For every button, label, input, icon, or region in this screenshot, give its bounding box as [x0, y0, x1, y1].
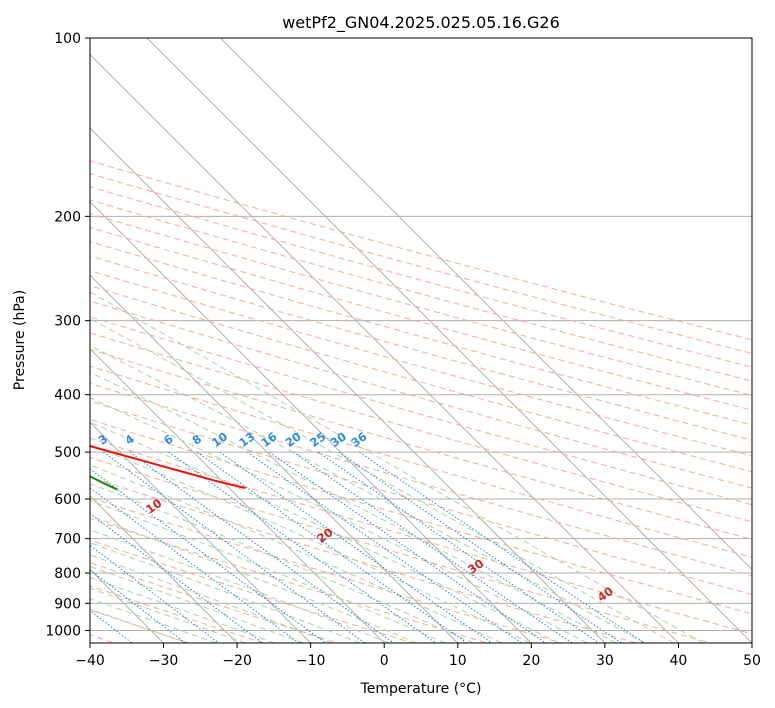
mixing-ratio-line [358, 451, 645, 643]
isotherm-line [90, 53, 679, 643]
mixing-ratio-line [293, 451, 573, 643]
moist-adiabat-line [90, 554, 332, 643]
mixing-ratio-line [90, 468, 327, 643]
moist-adiabat-line [90, 397, 588, 643]
dry-adiabat-line [90, 213, 752, 396]
chart-title: wetPf2_GN04.2025.025.05.16.G26 [282, 13, 560, 33]
dry-adiabat-line [90, 270, 752, 457]
x-axis-label: Temperature (°C) [360, 681, 482, 697]
moist-adiabat-line [90, 483, 474, 643]
dry-adiabat-line [90, 186, 752, 368]
y-tick-label: 400 [54, 388, 81, 404]
dry-adiabat-line [90, 241, 752, 426]
moist-adiabat-line [90, 371, 617, 643]
dry-adiabat-line [90, 497, 562, 643]
mixing-ratio-line [102, 451, 366, 643]
mixing-ratio-line [90, 487, 300, 643]
x-tick-label: 20 [522, 653, 540, 669]
mixing-ratio-label: 1 [1, 432, 16, 448]
mixing-ratio-line [196, 451, 468, 643]
isotherm-line [90, 127, 606, 643]
y-tick-label: 700 [54, 532, 81, 548]
isotherm-line [90, 348, 385, 643]
isotherm-line [90, 274, 459, 643]
moist-adiabat-line [90, 291, 704, 643]
dry-adiabat-line [90, 539, 413, 643]
plot-frame [89, 37, 753, 644]
y-tick-label: 900 [54, 596, 81, 612]
moist-adiabat-line [90, 577, 275, 643]
x-tick-label: −40 [75, 653, 105, 669]
x-tick-label: 40 [670, 653, 688, 669]
y-tick-label: 500 [54, 445, 81, 461]
y-tick-label: 100 [54, 31, 81, 47]
dry-adiabat-line [90, 316, 752, 506]
x-tick-label: 10 [449, 653, 467, 669]
dry-adiabat-line [90, 437, 752, 635]
isotherm-line [90, 200, 532, 643]
y-tick-label: 200 [54, 209, 81, 225]
mixing-ratio-line [338, 451, 622, 643]
background-lines [90, 38, 752, 643]
isotherm-line [90, 421, 312, 643]
moist-adiabat-line [90, 344, 646, 643]
y-axis-label: Pressure (hPa) [12, 290, 28, 390]
moist-adiabat-line [90, 421, 559, 643]
dry-adiabat-line [90, 332, 752, 523]
x-tick-label: 50 [743, 653, 761, 669]
isotherm-line [146, 38, 752, 643]
moist-adiabat-line [90, 565, 304, 643]
dry-adiabat-line [90, 476, 637, 643]
mixing-ratio-line [129, 451, 395, 643]
y-tick-label: 600 [54, 492, 81, 508]
dry-adiabat-line [90, 365, 752, 558]
mixing-ratio-line [317, 451, 600, 643]
moist-adiabat-line [90, 464, 502, 643]
x-tick-label: 0 [380, 653, 389, 669]
y-tick-label: 800 [54, 566, 81, 582]
moist-adiabat-line [90, 515, 417, 643]
x-tick-label: −30 [149, 653, 179, 669]
isotherm-line [90, 495, 238, 643]
dry-adiabat-line [90, 300, 752, 489]
isotherm-line [220, 38, 752, 571]
mixing-ratio-line [219, 451, 493, 643]
axis-ticks: −40 −30 −20 −10 0 10 20 30 40 50 100 200 300 400 500 60… [45, 31, 761, 669]
mixing-ratio-line [90, 512, 263, 643]
dry-adiabat-line [90, 418, 752, 615]
mixing-ratio-line [168, 451, 437, 643]
x-tick-label: 30 [596, 653, 614, 669]
y-tick-label: 1000 [45, 623, 81, 639]
mixing-ratio-label: 1.5 [30, 428, 55, 451]
x-tick-label: −10 [296, 653, 326, 669]
dry-adiabat-line [90, 173, 752, 354]
moist-adiabat-line [90, 444, 531, 643]
x-tick-label: −20 [222, 653, 252, 669]
y-tick-label: 300 [54, 314, 81, 330]
moist-adiabat-line [90, 529, 389, 643]
